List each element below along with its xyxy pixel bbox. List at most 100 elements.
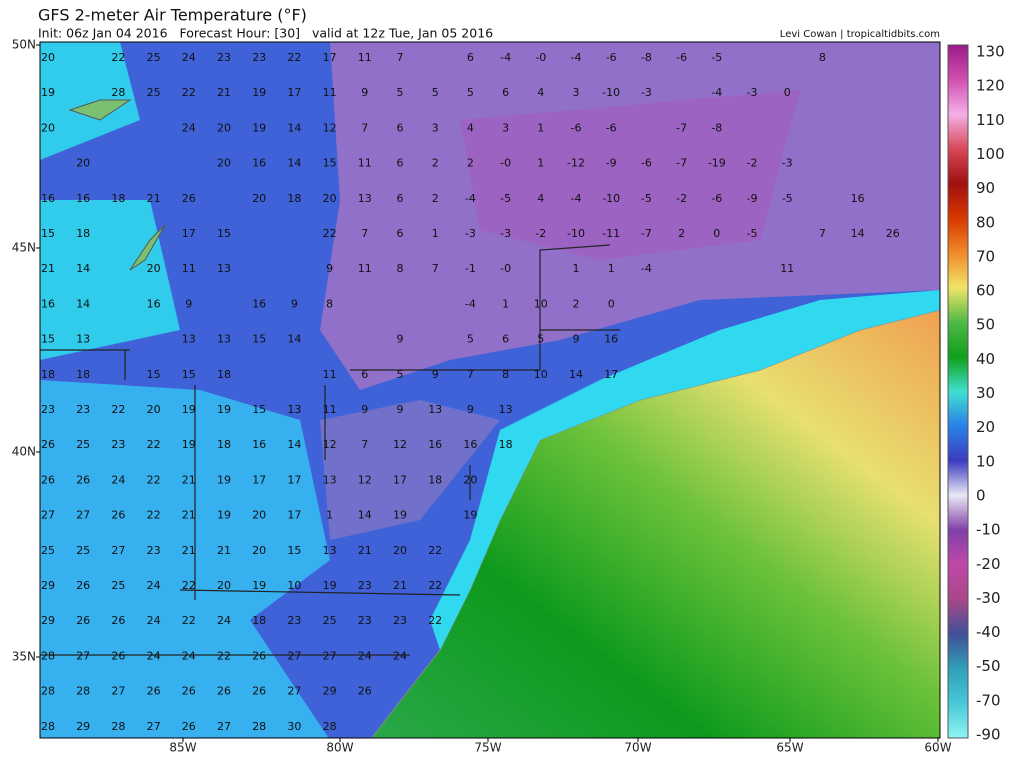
station-value: 18 (428, 473, 442, 486)
colorbar-label: -30 (976, 589, 1001, 607)
station-value: -5 (711, 51, 722, 64)
station-value: 17 (287, 473, 301, 486)
station-value: 25 (76, 544, 90, 557)
station-value: 16 (76, 192, 90, 205)
station-value: 11 (323, 368, 337, 381)
station-value: 19 (252, 121, 266, 134)
station-value: 20 (323, 192, 337, 205)
station-value: -3 (641, 86, 652, 99)
station-value: -4 (711, 86, 722, 99)
station-value: 18 (287, 192, 301, 205)
station-value: 26 (76, 579, 90, 592)
station-value: 24 (147, 579, 161, 592)
station-value: 27 (287, 649, 301, 662)
station-value: 14 (287, 157, 301, 170)
station-value: 1 (608, 262, 615, 275)
station-value: -10 (567, 227, 585, 240)
station-value: -6 (711, 192, 722, 205)
station-value: 23 (76, 403, 90, 416)
station-value: 26 (111, 649, 125, 662)
station-value: 22 (111, 51, 125, 64)
station-value: 22 (323, 227, 337, 240)
station-value: 9 (291, 297, 298, 310)
station-value: 20 (393, 544, 407, 557)
station-value: 16 (252, 297, 266, 310)
station-value: 7 (361, 121, 368, 134)
station-value: 26 (76, 473, 90, 486)
station-value: 22 (287, 51, 301, 64)
station-value: 15 (147, 368, 161, 381)
longitude-label: 80W (326, 741, 353, 755)
station-value: 16 (147, 297, 161, 310)
station-value: 11 (182, 262, 196, 275)
station-value: 19 (393, 509, 407, 522)
station-value: 16 (41, 192, 55, 205)
station-value: 3 (432, 121, 439, 134)
colorbar-label: 0 (976, 486, 986, 504)
station-value: 28 (111, 86, 125, 99)
station-value: 4 (467, 121, 474, 134)
longitude-label: 70W (624, 741, 651, 755)
station-value: 26 (41, 438, 55, 451)
station-value: 17 (182, 227, 196, 240)
station-value: -8 (711, 121, 722, 134)
station-value: 17 (287, 86, 301, 99)
colorbar-label: 70 (976, 247, 995, 265)
station-value: 27 (287, 685, 301, 698)
station-value: 27 (76, 509, 90, 522)
map-frame (39, 41, 941, 739)
station-value: 20 (252, 509, 266, 522)
station-value: 24 (182, 649, 196, 662)
station-value: -9 (606, 157, 617, 170)
station-value: 23 (111, 438, 125, 451)
station-value: 21 (217, 86, 231, 99)
credit: Levi Cowan | tropicaltidbits.com (780, 29, 940, 40)
colorbar-label: 20 (976, 418, 995, 436)
station-value: -5 (641, 192, 652, 205)
station-value: 12 (393, 438, 407, 451)
title: GFS 2-meter Air Temperature (°F) (38, 6, 307, 25)
station-value: 20 (252, 192, 266, 205)
station-value: 23 (287, 614, 301, 627)
station-value: 23 (393, 614, 407, 627)
colorbar-label: 60 (976, 282, 995, 300)
station-value: 9 (397, 333, 404, 346)
station-value: 19 (463, 509, 477, 522)
station-value: -4 (571, 51, 582, 64)
station-value: 6 (397, 157, 404, 170)
latitude-label: 45N (12, 241, 36, 255)
station-value: 18 (76, 368, 90, 381)
station-value: 6 (397, 227, 404, 240)
station-value: 26 (182, 720, 196, 733)
station-value: 0 (608, 297, 615, 310)
station-value: 27 (41, 509, 55, 522)
station-value: 16 (41, 297, 55, 310)
station-value: 24 (182, 121, 196, 134)
station-value: 21 (41, 262, 55, 275)
station-value: 13 (358, 192, 372, 205)
station-value: 20 (252, 544, 266, 557)
station-value: 2 (432, 192, 439, 205)
station-value: 14 (287, 333, 301, 346)
station-value: -6 (606, 51, 617, 64)
station-value: 26 (358, 685, 372, 698)
station-value: 4 (537, 192, 544, 205)
station-value: 18 (111, 192, 125, 205)
colorbar-label: 100 (976, 145, 1005, 163)
station-value: 10 (534, 297, 548, 310)
station-value: 18 (217, 368, 231, 381)
station-value: 2 (678, 227, 685, 240)
station-value: 28 (252, 720, 266, 733)
station-value: -3 (500, 227, 511, 240)
station-value: -3 (782, 157, 793, 170)
longitude-label: 85W (169, 741, 196, 755)
station-value: 26 (111, 509, 125, 522)
station-value: 6 (361, 368, 368, 381)
station-value: -6 (676, 51, 687, 64)
station-value: 26 (182, 685, 196, 698)
station-value: 3 (573, 86, 580, 99)
coldest-zone (460, 90, 800, 260)
colorbar-label: -90 (976, 726, 1001, 744)
station-value: 19 (182, 438, 196, 451)
station-value: -4 (465, 297, 476, 310)
